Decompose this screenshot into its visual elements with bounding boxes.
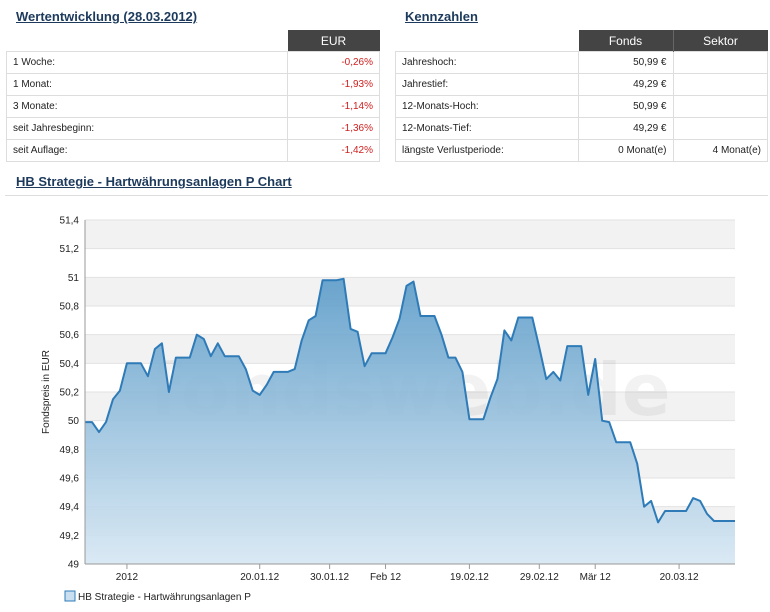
y-tick-label: 51,4 (60, 216, 80, 227)
row-label: 1 Monat: (6, 73, 288, 96)
series-area (85, 278, 735, 564)
fonds-column-header: Fonds (578, 30, 673, 52)
table-row: 1 Monat: -1,93% (6, 73, 380, 96)
y-tick-label: 49 (68, 560, 80, 571)
row-value: -1,93% (287, 73, 380, 96)
row-value: -1,36% (287, 117, 380, 140)
row-label: 12-Monats-Hoch: (395, 95, 579, 118)
table-row: 1 Woche: -0,26% (6, 51, 380, 74)
x-tick-label: Feb 12 (370, 572, 402, 583)
sektor-column-header: Sektor (672, 30, 768, 52)
series-layer (85, 277, 735, 564)
table-row: seit Auflage: -1,42% (6, 139, 380, 162)
table-row: 3 Monate: -1,14% (6, 95, 380, 118)
y-tick-label: 51,2 (60, 244, 80, 255)
sektor-value (672, 95, 768, 118)
row-value: -1,42% (287, 139, 380, 162)
grid-band (85, 220, 735, 249)
chart-frame (5, 195, 768, 611)
kennzahlen-title[interactable]: Kennzahlen (405, 9, 478, 24)
grid-band (85, 248, 735, 278)
table-row: 12-Monats-Hoch: 50,99 € (395, 95, 768, 118)
row-label: 1 Woche: (6, 51, 288, 74)
eur-column-header: EUR (287, 30, 380, 52)
x-tick-label: Mär 12 (580, 572, 612, 583)
fonds-value: 49,29 € (578, 117, 673, 140)
y-tick-label: 51 (68, 273, 80, 284)
row-label: seit Jahresbeginn: (6, 117, 288, 140)
table-row: Jahrestief: 49,29 € (395, 73, 768, 96)
y-axis-label: Fondspreis in EUR (41, 350, 52, 434)
series-line (85, 277, 735, 524)
x-tick-label: 19.02.12 (450, 572, 489, 583)
x-tick-label: 20.03.12 (660, 572, 699, 583)
legend-swatch (64, 590, 76, 602)
wertentwicklung-title[interactable]: Wertentwicklung (28.03.2012) (16, 9, 198, 24)
y-tick-label: 49,8 (60, 445, 80, 456)
fonds-value: 50,99 € (578, 51, 673, 74)
sektor-value (672, 51, 768, 74)
key-figures-table: Fonds Sektor Jahreshoch: 50,99 € Jahrest… (395, 30, 768, 162)
table-row: 12-Monats-Tief: 49,29 € (395, 117, 768, 140)
legend-label: HB Strategie - Hartwährungsanlagen P (78, 592, 251, 603)
row-value: -0,26% (287, 51, 380, 74)
sektor-value (672, 117, 768, 140)
chart-title[interactable]: HB Strategie - Hartwährungsanlagen P Cha… (16, 174, 292, 189)
y-tick-label: 50,6 (60, 330, 80, 341)
sektor-value (672, 73, 768, 96)
row-label: längste Verlustperiode: (395, 139, 579, 162)
fonds-value: 50,99 € (578, 95, 673, 118)
row-label: 12-Monats-Tief: (395, 117, 579, 140)
x-tick-label: 2012 (116, 572, 139, 583)
y-tick-label: 50,4 (60, 359, 80, 370)
y-tick-label: 49,6 (60, 474, 80, 485)
sektor-value: 4 Monat(e) (672, 139, 768, 162)
table-row: seit Jahresbeginn: -1,36% (6, 117, 380, 140)
y-tick-label: 49,2 (60, 531, 80, 542)
x-tick-label: 30.01.12 (310, 572, 349, 583)
row-value: -1,14% (287, 95, 380, 118)
row-label: 3 Monate: (6, 95, 288, 118)
y-tick-label: 50 (68, 416, 80, 427)
y-tick-label: 50,8 (60, 302, 80, 313)
row-label: Jahrestief: (395, 73, 579, 96)
fonds-value: 0 Monat(e) (578, 139, 673, 162)
y-tick-label: 49,4 (60, 502, 80, 513)
row-label: Jahreshoch: (395, 51, 579, 74)
y-tick-label: 50,2 (60, 388, 80, 399)
axes-layer: 49 49,2 49,4 49,6 49,8 50 50,2 50,4 50,6 50,8 51 51… (60, 216, 735, 583)
table-row: längste Verlustperiode: 0 Monat(e) 4 Mon… (395, 139, 768, 162)
x-tick-label: 29.02.12 (520, 572, 559, 583)
x-tick-label: 20.01.12 (240, 572, 279, 583)
table-row: Jahreshoch: 50,99 € (395, 51, 768, 74)
performance-table: EUR 1 Woche: -0,26% 1 Monat: -1,93% 3 Mo… (6, 30, 380, 162)
fonds-value: 49,29 € (578, 73, 673, 96)
row-label: seit Auflage: (6, 139, 288, 162)
